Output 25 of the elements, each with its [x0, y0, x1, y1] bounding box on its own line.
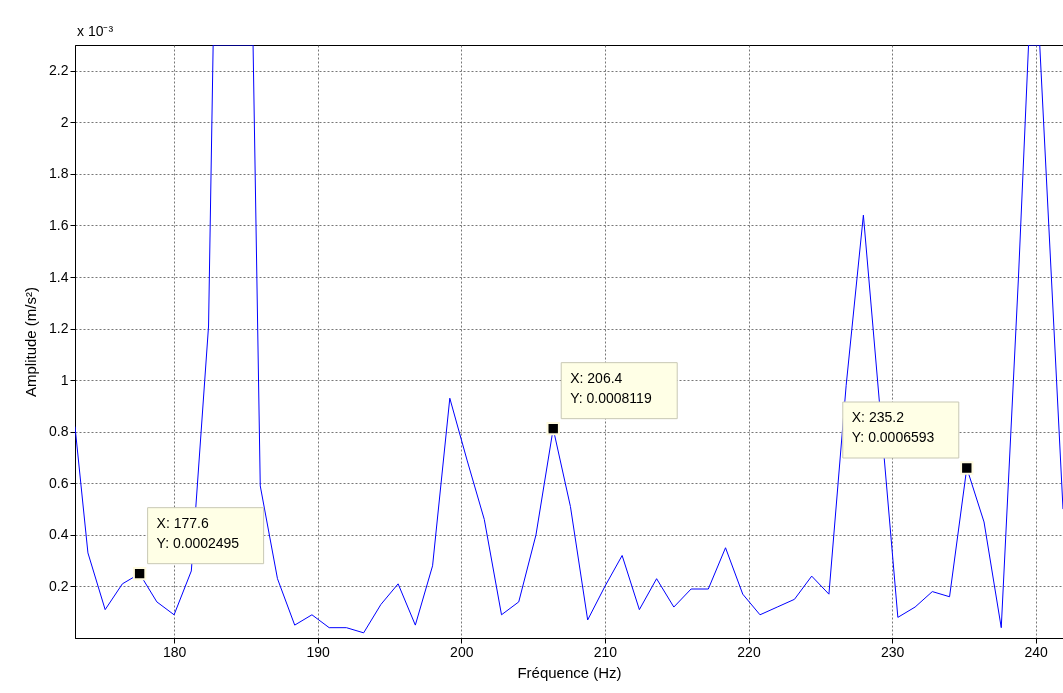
y-tick-label: 0.6 [49, 474, 69, 491]
y-tick-label: 1.2 [49, 320, 69, 337]
y-tick-label: 1.8 [49, 165, 69, 182]
y-tick-label: 2 [60, 113, 69, 130]
text: x 10⁻³ [77, 23, 114, 39]
annotation: X: 177.6 Y: 0.0002495 [156, 514, 240, 551]
y-tick-label: 0.2 [49, 577, 69, 594]
x-tick-label: 190 [306, 643, 331, 660]
line-series [75, 45, 1063, 634]
y-tick-label: 2.2 [49, 62, 69, 79]
x-tick-label: 210 [593, 643, 618, 660]
y-tick-label: 0.8 [49, 423, 69, 440]
x-tick-label: 220 [737, 643, 761, 660]
annotation: X: 206.4 Y: 0.0008119 [570, 369, 652, 406]
y-axis-title: Amplitude (m/s²) [22, 286, 40, 398]
x-tick-label: 180 [162, 643, 187, 660]
y-tick-label: 1.6 [49, 216, 69, 233]
x-tick-label: 230 [880, 643, 905, 660]
y-tick-label: 0.4 [49, 526, 69, 543]
annotation: X: 235.2 Y: 0.0006593 [851, 409, 935, 446]
x-tick-label: 200 [450, 643, 474, 660]
y-tick-label: 1 [60, 371, 69, 388]
x-tick-label: 240 [1024, 643, 1049, 660]
y-tick-label: 1.4 [49, 268, 69, 285]
x-axis-title: Fréquence (Hz) [517, 663, 622, 681]
